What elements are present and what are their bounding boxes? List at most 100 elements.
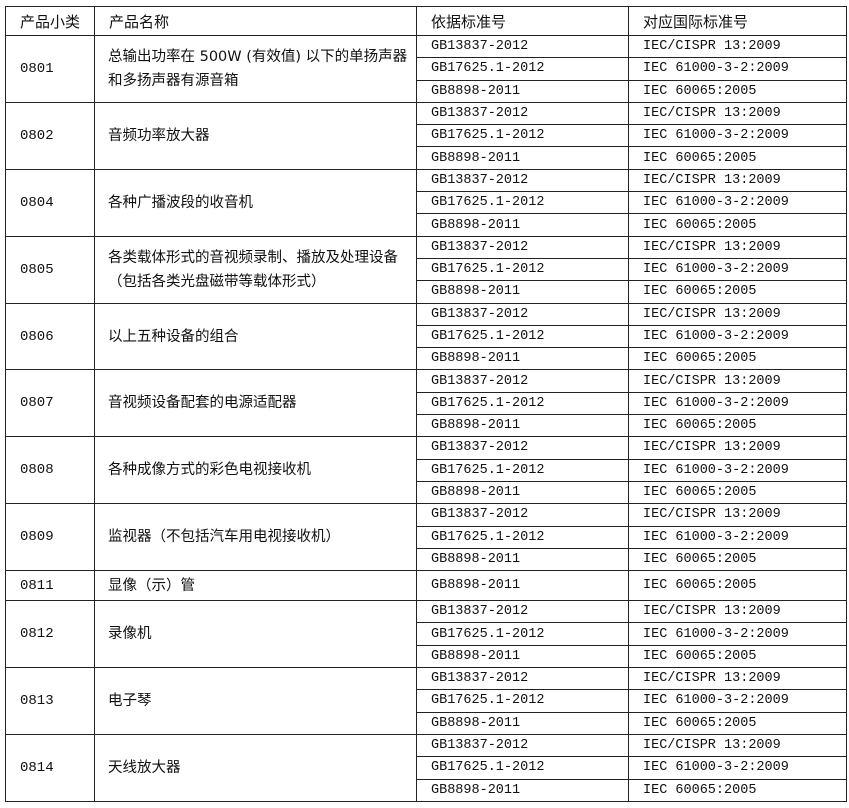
- basis-standard: GB8898-2011: [416, 146, 629, 170]
- international-standard: IEC 60065:2005: [628, 213, 847, 237]
- product-name: 以上五种设备的组合: [94, 302, 417, 371]
- international-standard: IEC/CISPR 13:2009: [628, 168, 847, 193]
- table-row: GB17625.1-2012 IEC 61000-3-2:2009: [6, 622, 847, 646]
- table-row: 0801 总输出功率在 500W (有效值) 以下的单扬声器和多扬声器有源音箱 GB…: [5, 34, 847, 103]
- basis-standard: GB17625.1-2012: [416, 391, 629, 416]
- category-code: 0804: [5, 168, 95, 237]
- table-row: 0802 音频功率放大器 GB13837-2012 IEC/CISPR 13:2009: [5, 101, 847, 170]
- category-code: 0808: [5, 436, 95, 505]
- international-standard: IEC 61000-3-2:2009: [628, 689, 847, 713]
- international-standard: IEC 60065:2005: [628, 778, 847, 802]
- basis-standard: GB13837-2012: [416, 34, 629, 59]
- product-name: 显像（示）管: [94, 570, 417, 602]
- basis-standard: GB13837-2012: [416, 168, 629, 193]
- international-standard: IEC 60065:2005: [628, 414, 847, 438]
- category-code: 0811: [5, 570, 95, 602]
- international-standard: IEC/CISPR 13:2009: [628, 503, 847, 527]
- basis-standard: GB13837-2012: [416, 101, 629, 126]
- table-row: 0806 以上五种设备的组合 GB13837-2012 IEC/CISPR 13:20…: [5, 302, 847, 371]
- basis-standard: GB8898-2011: [416, 280, 629, 304]
- table-row: GB8898-2011 IEC 60065:2005: [6, 347, 847, 371]
- header-basis-standard: 依据标准号: [416, 6, 629, 36]
- product-name: 音频功率放大器: [94, 101, 417, 170]
- table-row: GB8898-2011 IEC 60065:2005: [6, 711, 847, 735]
- table-row: 0811 显像（示）管 GB8898-2011 IEC 60065:2005: [5, 570, 847, 602]
- table-row: GB17625.1-2012 IEC 61000-3-2:2009: [6, 458, 847, 482]
- table-row: 0813 电子琴 GB13837-2012 IEC/CISPR 13:2009: [5, 667, 847, 735]
- table-row: GB17625.1-2012 IEC 61000-3-2:2009: [6, 689, 847, 713]
- international-standard: IEC 60065:2005: [628, 547, 847, 572]
- basis-standard: GB8898-2011: [416, 570, 629, 602]
- international-standard: IEC 60065:2005: [628, 280, 847, 304]
- international-standard: IEC/CISPR 13:2009: [628, 733, 847, 758]
- international-standard: IEC 61000-3-2:2009: [628, 124, 847, 148]
- basis-standard: GB17625.1-2012: [416, 257, 629, 282]
- basis-standard: GB13837-2012: [416, 733, 629, 758]
- table-row: 0808 各种成像方式的彩色电视接收机 GB13837-2012 IEC/CISPR …: [5, 436, 847, 505]
- table-row: 0804 各种广播波段的收音机 GB13837-2012 IEC/CISPR 13:2…: [5, 168, 847, 237]
- product-name: 总输出功率在 500W (有效值) 以下的单扬声器和多扬声器有源音箱: [94, 35, 417, 103]
- header-row: 产品小类 产品名称 依据标准号 对应国际标准号: [5, 6, 847, 36]
- basis-standard: GB17625.1-2012: [416, 689, 629, 713]
- basis-standard: GB8898-2011: [416, 213, 629, 237]
- category-code: 0805: [5, 235, 95, 304]
- table-row: GB17625.1-2012 IEC 61000-3-2:2009: [6, 525, 847, 549]
- international-standard: IEC/CISPR 13:2009: [628, 302, 847, 326]
- table-row: 0805 各类载体形式的音视频录制、播放及处理设备（包括各类光盘磁带等载体形式） G…: [5, 235, 847, 304]
- product-name: 音视频设备配套的电源适配器: [94, 369, 417, 438]
- category-code: 0812: [5, 600, 95, 669]
- standards-table: 产品小类 产品名称 依据标准号 对应国际标准号 0801 总输出功率在 500W …: [5, 6, 847, 802]
- basis-standard: GB8898-2011: [416, 414, 629, 438]
- product-name: 监视器（不包括汽车用电视接收机）: [94, 503, 417, 572]
- product-name: 电子琴: [94, 667, 417, 735]
- international-standard: IEC 61000-3-2:2009: [628, 57, 847, 81]
- basis-standard: GB8898-2011: [416, 480, 629, 505]
- table-row: GB8898-2011 IEC 60065:2005: [6, 644, 847, 669]
- international-standard: IEC 61000-3-2:2009: [628, 525, 847, 549]
- international-standard: IEC 61000-3-2:2009: [628, 324, 847, 349]
- basis-standard: GB8898-2011: [416, 711, 629, 735]
- product-name: 天线放大器: [94, 733, 417, 802]
- basis-standard: GB13837-2012: [416, 667, 629, 691]
- international-standard: IEC 60065:2005: [628, 644, 847, 669]
- international-standard: IEC 61000-3-2:2009: [628, 756, 847, 780]
- table-row: GB8898-2011 IEC 60065:2005: [6, 280, 847, 304]
- basis-standard: GB8898-2011: [416, 644, 629, 669]
- category-code: 0807: [5, 369, 95, 438]
- table-row: GB8898-2011 IEC 60065:2005: [6, 547, 847, 572]
- basis-standard: GB17625.1-2012: [416, 191, 629, 215]
- table-row: GB17625.1-2012 IEC 61000-3-2:2009: [6, 191, 847, 215]
- international-standard: IEC/CISPR 13:2009: [628, 34, 847, 59]
- basis-standard: GB17625.1-2012: [416, 622, 629, 646]
- basis-standard: GB8898-2011: [416, 547, 629, 572]
- table-row: 0814 天线放大器 GB13837-2012 IEC/CISPR 13:2009: [5, 733, 847, 802]
- table-row: GB17625.1-2012 IEC 61000-3-2:2009: [6, 756, 847, 780]
- international-standard: IEC 60065:2005: [628, 711, 847, 735]
- international-standard: IEC 60065:2005: [628, 79, 847, 103]
- international-standard: IEC 60065:2005: [628, 146, 847, 170]
- international-standard: IEC/CISPR 13:2009: [628, 235, 847, 259]
- table-row: GB8898-2011 IEC 60065:2005: [6, 778, 847, 802]
- basis-standard: GB17625.1-2012: [416, 756, 629, 780]
- product-name: 各种成像方式的彩色电视接收机: [94, 436, 417, 505]
- international-standard: IEC 61000-3-2:2009: [628, 458, 847, 482]
- table-row: GB8898-2011 IEC 60065:2005: [6, 213, 847, 237]
- category-code: 0801: [5, 35, 95, 103]
- international-standard: IEC/CISPR 13:2009: [628, 600, 847, 624]
- international-standard: IEC/CISPR 13:2009: [628, 436, 847, 460]
- basis-standard: GB13837-2012: [416, 436, 629, 460]
- international-standard: IEC 60065:2005: [628, 347, 847, 371]
- basis-standard: GB8898-2011: [416, 79, 629, 103]
- table-row: GB17625.1-2012 IEC 61000-3-2:2009: [6, 257, 847, 282]
- international-standard: IEC 61000-3-2:2009: [628, 391, 847, 416]
- basis-standard: GB17625.1-2012: [416, 124, 629, 148]
- basis-standard: GB8898-2011: [416, 347, 629, 371]
- category-code: 0813: [5, 667, 95, 735]
- product-name: 各类载体形式的音视频录制、播放及处理设备（包括各类光盘磁带等载体形式）: [94, 235, 417, 304]
- table-row: GB17625.1-2012 IEC 61000-3-2:2009: [6, 324, 847, 349]
- international-standard: IEC/CISPR 13:2009: [628, 667, 847, 691]
- basis-standard: GB17625.1-2012: [416, 324, 629, 349]
- table-row: 0807 音视频设备配套的电源适配器 GB13837-2012 IEC/CISPR 1…: [5, 369, 847, 438]
- category-code: 0806: [5, 302, 95, 371]
- international-standard: IEC 61000-3-2:2009: [628, 257, 847, 282]
